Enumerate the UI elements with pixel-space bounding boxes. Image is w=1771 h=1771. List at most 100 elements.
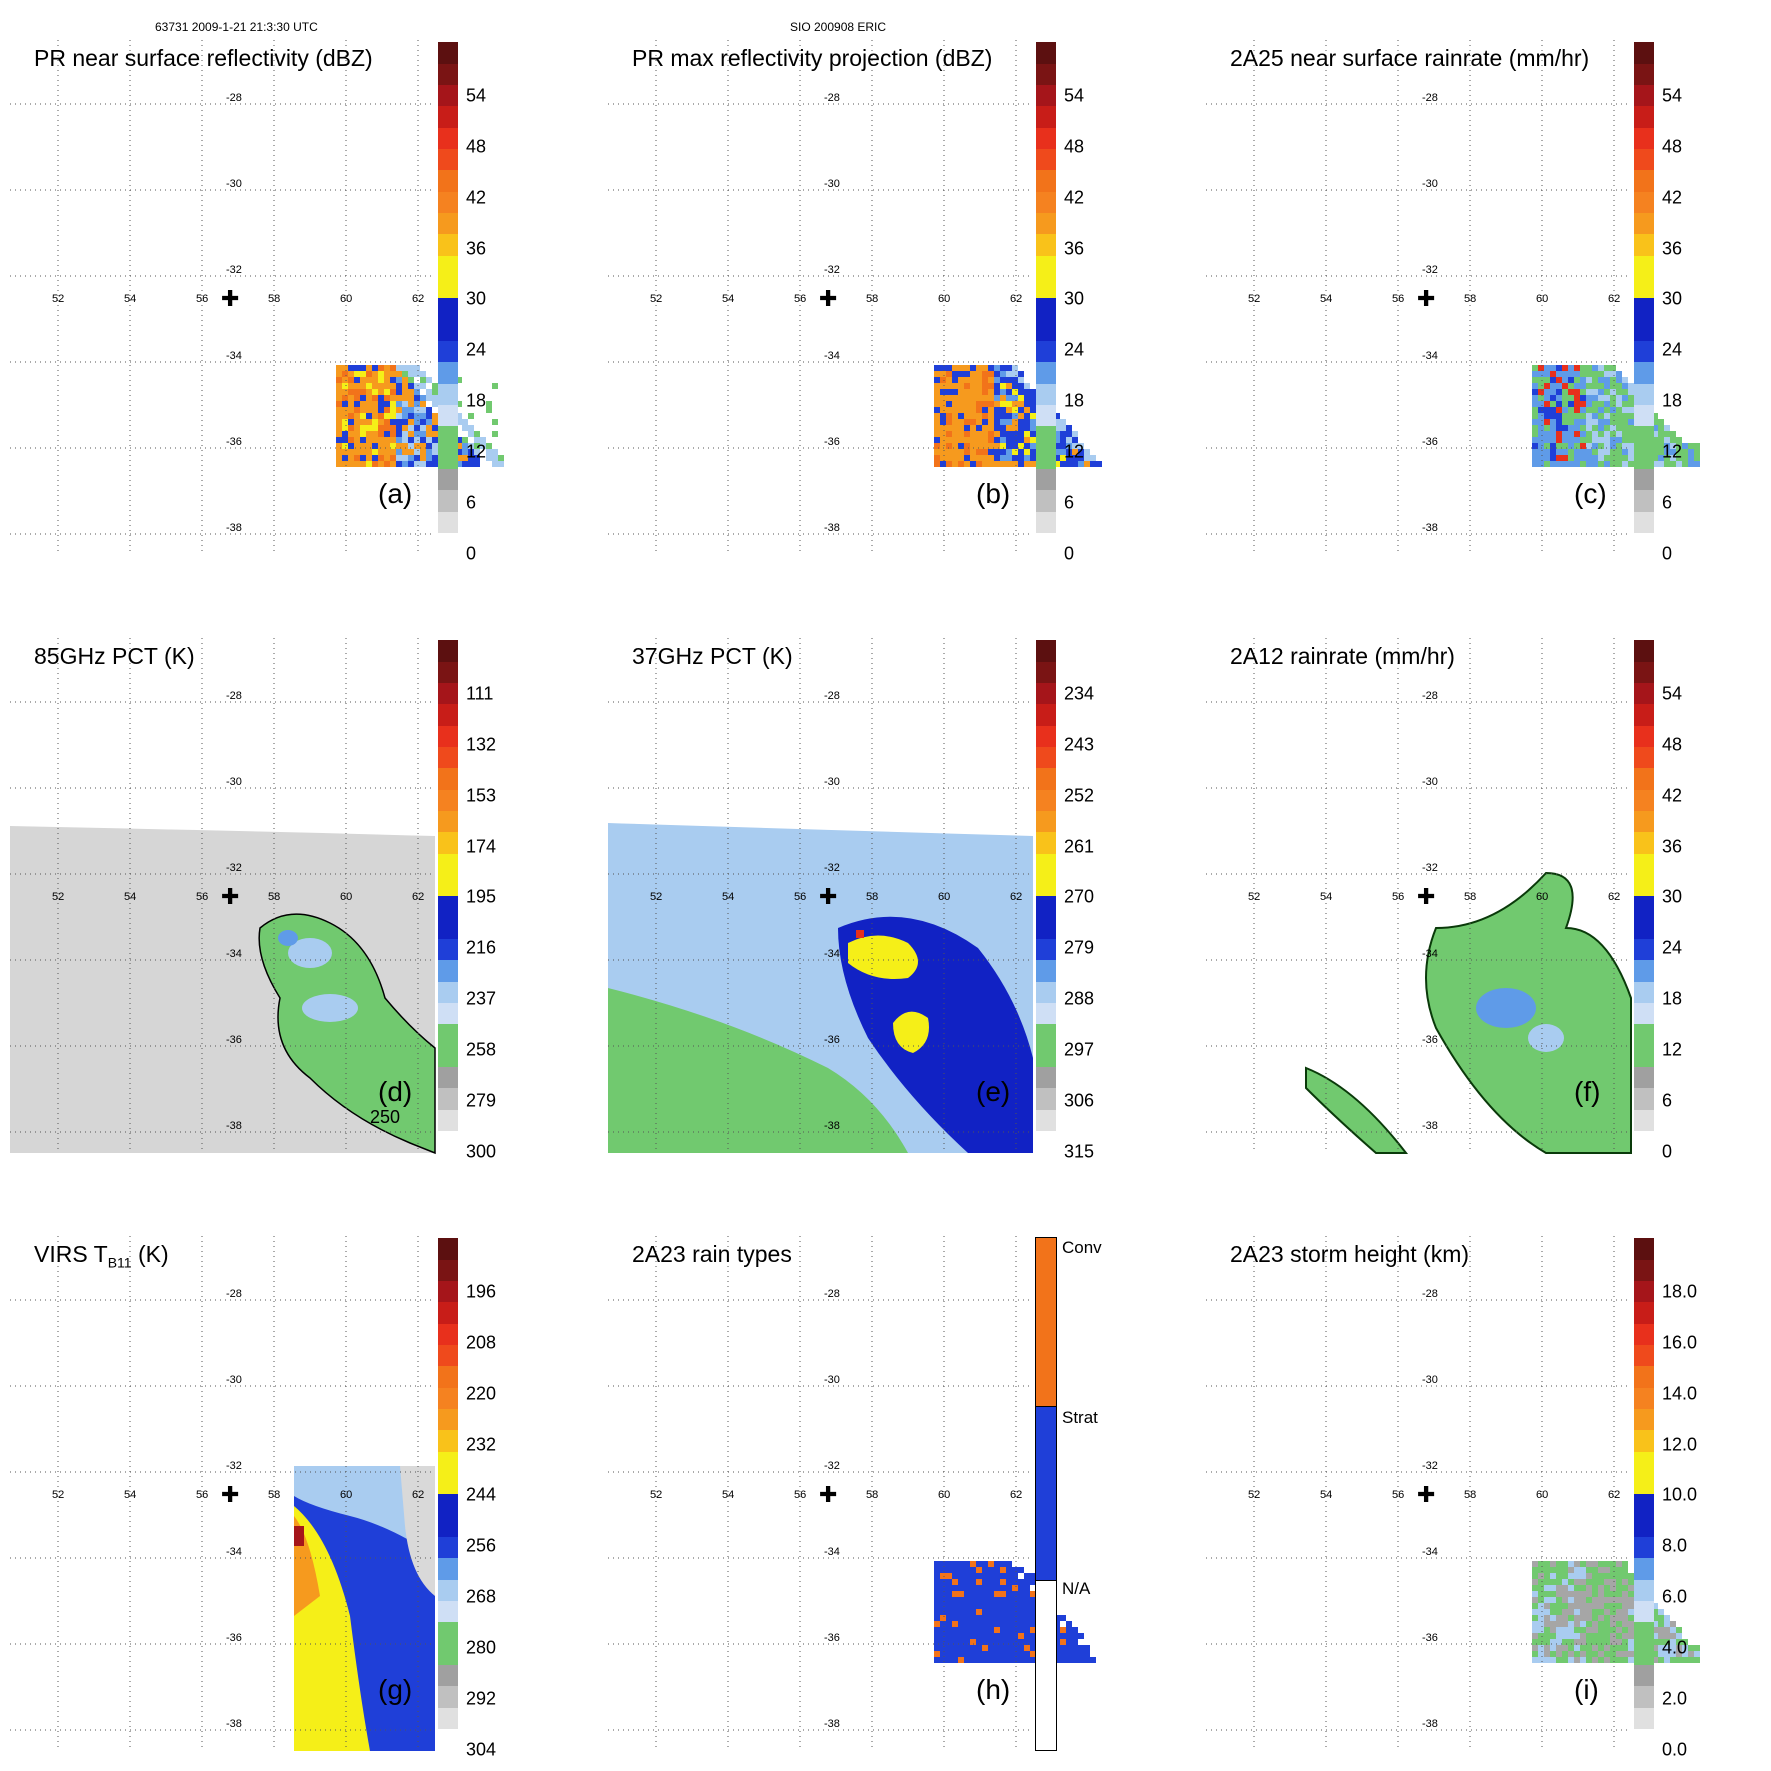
colorbar-segment [438,1238,458,1260]
colorbar-segment [1634,212,1654,235]
colorbar-segment [1634,1344,1654,1367]
colorbar-segment [1036,896,1056,918]
lat-label: -38 [1422,1718,1438,1730]
colorbar-tick: 232 [466,1434,497,1454]
colorbar-segment [1634,362,1654,384]
panel-f-map: 52 54 56 58 60 62 -28 -30 -32 -34 -36 -38 ✚ [1206,638,1632,1154]
colorbar-segment [438,106,458,128]
colorbar-tick: 30 [466,288,487,309]
colorbar-segment [438,938,458,961]
colorbar-tick: 12 [1662,1039,1683,1060]
lon-label: 58 [866,1489,878,1501]
lat-label: -36 [824,1034,840,1046]
colorbar-tick: 243 [1064,734,1095,755]
colorbar-segment [1036,682,1056,705]
colorbar-tick: 6.0 [1662,1586,1688,1607]
colorbar-tick: 300 [466,1141,497,1162]
colorbar-segment [1634,404,1654,427]
colorbar-tick: 111 [466,683,494,704]
lon-label: 56 [1392,1489,1404,1501]
colorbar-tick: 48 [1662,136,1683,157]
colorbar-segment [1634,1002,1654,1025]
colorbar-segment [1634,1238,1654,1260]
colorbar-segment [1036,789,1056,812]
colorbar-tick: 306 [1064,1090,1095,1111]
colorbar-tick: 6 [1064,492,1075,513]
colorbar-segment [1036,340,1056,363]
colorbar-segment [1634,298,1654,320]
lon-label: 54 [124,891,136,903]
colorbar-tick: 42 [1662,785,1683,806]
panel-g-letter: (g) [378,1674,413,1705]
panel-b: PR max reflectivity projection (dBZ) 52 5… [598,0,1168,564]
colorbar-segment [1634,1323,1654,1346]
colorbar-tick: 153 [466,785,497,806]
colorbar-segment [1634,1259,1654,1282]
lat-label: -28 [1422,690,1438,702]
colorbar-segment [438,682,458,705]
colorbar-segment [438,1344,458,1367]
lon-label: 56 [794,891,806,903]
colorbar-segment [1634,1366,1654,1388]
colorbar-segment [1634,768,1654,790]
colorbar-tick: 18 [1662,390,1683,411]
lon-label: 58 [1464,1489,1476,1501]
panel-c-colorbar [1634,42,1654,555]
colorbar-segment [438,532,458,555]
colorbar-segment [1036,1109,1056,1132]
contour-label: 250 [370,1107,400,1127]
colorbar-segment [1634,276,1654,299]
colorbar-segment [438,340,458,363]
lon-label: 56 [196,293,208,305]
lat-label: -36 [1422,1034,1438,1046]
panel-a-colorbar [438,42,458,555]
colorbar-tick: 244 [466,1484,497,1505]
colorbar-segment [438,1024,458,1046]
colorbar-segment [1036,1130,1056,1153]
colorbar-tick: 48 [1064,136,1085,157]
lat-label: -38 [824,522,840,534]
tmi-rainrate-swath [1305,871,1632,1154]
colorbar-tick: 220 [466,1383,497,1404]
lon-label: 62 [412,1489,424,1501]
colorbar-segment [438,1643,458,1666]
lat-label: -36 [226,1632,242,1644]
colorbar-segment [438,981,458,1004]
colorbar-segment [1634,1472,1654,1495]
colorbar-segment [1634,938,1654,961]
colorbar-segment [438,42,458,64]
lon-label: 54 [1320,891,1332,903]
colorbar-tick: 0 [1662,1141,1673,1162]
lat-label: -34 [226,948,242,960]
colorbar-segment [438,191,458,214]
colorbar-tick: 4.0 [1662,1637,1688,1658]
colorbar-segment [438,1130,458,1153]
orbit-timestamp: 63731 2009-1-21 21:3:30 UTC [155,20,318,34]
colorbar-segment [438,447,458,470]
colorbar-segment [438,490,458,512]
panel-a-letter: (a) [378,478,413,509]
storm-center-marker: ✚ [819,1483,837,1508]
colorbar-tick: 6 [1662,1090,1673,1111]
lon-label: 62 [1608,293,1620,305]
lon-label: 62 [1010,891,1022,903]
colorbar-tick: 280 [466,1637,497,1658]
lat-label: -36 [1422,1632,1438,1644]
panel-i-colorbar [1634,1238,1654,1751]
colorbar-tick: 54 [1662,683,1683,704]
colorbar-segment [438,1045,458,1068]
lat-label: -32 [1422,862,1438,874]
lon-label: 54 [124,293,136,305]
lat-label: -32 [824,1460,840,1472]
colorbar-tick: 14.0 [1662,1383,1698,1404]
colorbar-tick: 42 [466,187,487,208]
colorbar-segment [438,832,458,854]
colorbar-segment [438,127,458,150]
colorbar-segment [1634,661,1654,684]
colorbar-segment [1634,340,1654,363]
colorbar-segment [438,255,458,278]
colorbar-segment [1634,383,1654,406]
colorbar-tick: 279 [466,1090,497,1111]
lat-label: -36 [824,436,840,448]
colorbar-tick: 30 [1064,288,1085,309]
